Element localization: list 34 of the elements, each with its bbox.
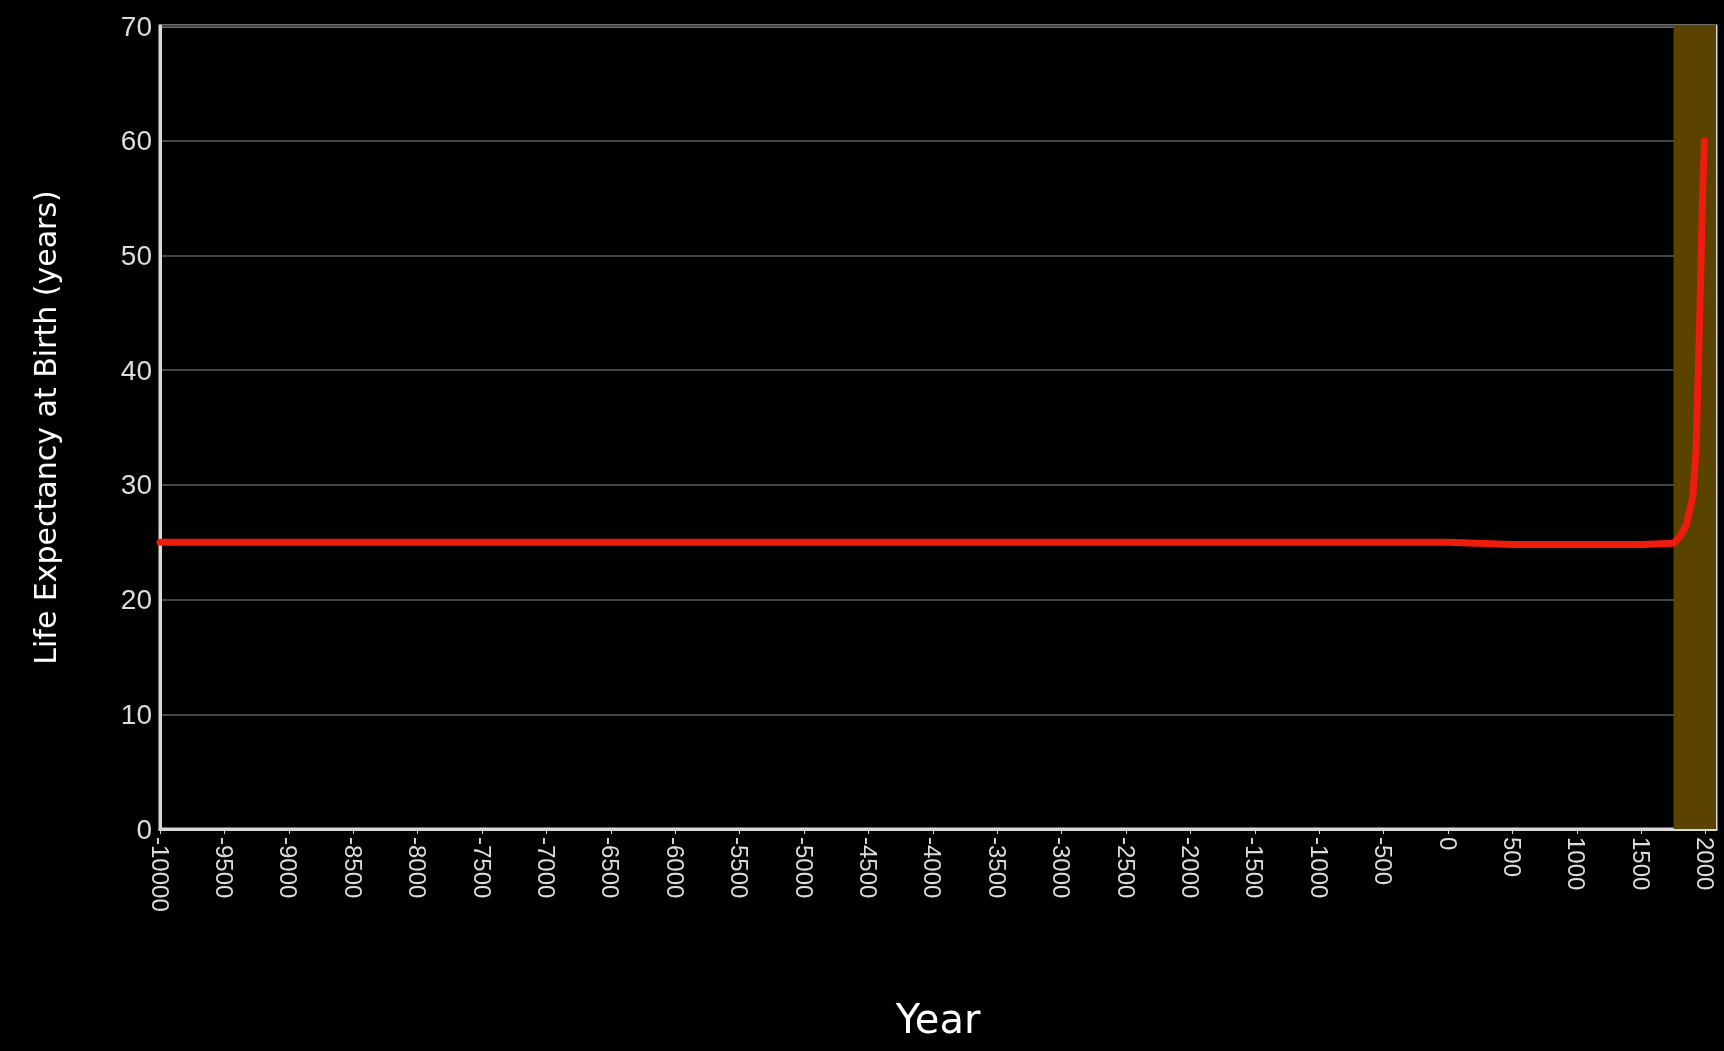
x-tick-label: -8000 [404, 837, 432, 899]
x-tick-label: 1500 [1627, 837, 1655, 891]
y-tick-label: 50 [120, 239, 152, 271]
y-tick-label: 30 [120, 469, 152, 501]
x-tick-label: 2000 [1692, 837, 1720, 891]
y-tick-label: 40 [120, 354, 152, 386]
y-tick-label: 60 [120, 125, 152, 157]
x-tick-label: -5500 [726, 837, 754, 899]
x-tick-label: -7000 [532, 837, 560, 899]
x-tick-label: -3500 [983, 837, 1011, 899]
x-tick-label: 500 [1498, 837, 1526, 878]
x-tick-label: 1000 [1563, 837, 1591, 891]
x-tick-label: -500 [1370, 837, 1398, 886]
x-tick-label: -2000 [1176, 837, 1204, 899]
y-axis-title: Life Expectancy at Birth (years) [27, 190, 63, 665]
y-tick-label: 0 [136, 813, 152, 845]
y-tick-label: 70 [120, 10, 152, 42]
x-tick-label: -6500 [597, 837, 625, 899]
x-tick-label: -3000 [1048, 837, 1076, 899]
x-tick-label: -9500 [210, 837, 238, 899]
x-tick-label: -4000 [919, 837, 947, 899]
x-tick-label: 0 [1434, 837, 1462, 851]
y-tick-label: 20 [120, 584, 152, 616]
x-tick-label: -4500 [854, 837, 882, 899]
x-tick-label: -8500 [339, 837, 367, 899]
x-tick-label: -2500 [1112, 837, 1140, 899]
x-tick-label: -1500 [1241, 837, 1269, 899]
x-tick-label: -6000 [661, 837, 689, 899]
x-tick-label: -7500 [468, 837, 496, 899]
x-axis-title: Year [894, 996, 981, 1042]
x-tick-label: -9000 [275, 837, 303, 899]
x-tick-label: -5000 [790, 837, 818, 899]
y-tick-label: 10 [120, 698, 152, 730]
x-tick-label: -1000 [1305, 837, 1333, 899]
